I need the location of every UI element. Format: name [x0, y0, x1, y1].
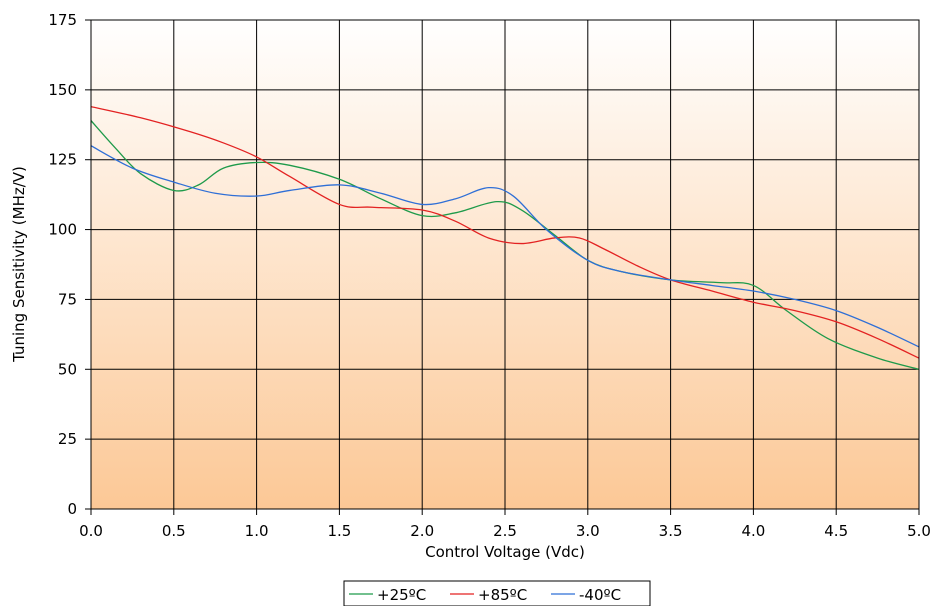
- legend-label-2: +85ºC: [478, 586, 527, 604]
- x-axis-title: Control Voltage (Vdc): [425, 543, 585, 561]
- x-tick-label: 5.0: [907, 522, 931, 540]
- series-line-3: [91, 145, 919, 348]
- y-tick-label: 0: [67, 500, 77, 518]
- x-tick-labels: 0.0 0.5 1.0 1.5 2.0 2.5 3.0 3.5 4.0 4.5 5.0: [79, 509, 931, 540]
- x-tick-label: 1.0: [245, 522, 269, 540]
- legend-label-3: -40ºC: [579, 586, 621, 604]
- y-tick-label: 75: [58, 290, 77, 308]
- legend: +25ºC +85ºC -40ºC: [343, 580, 651, 606]
- y-tick-label: 50: [58, 360, 77, 378]
- series-line-1: [91, 120, 919, 370]
- legend-box: [343, 580, 651, 606]
- y-tick-label: 125: [48, 151, 77, 169]
- x-tick-label: 1.5: [327, 522, 351, 540]
- x-tick-label: 2.0: [410, 522, 434, 540]
- legend-label-1: +25ºC: [377, 586, 426, 604]
- x-tick-label: 0.0: [79, 522, 103, 540]
- series-line-2: [91, 105, 919, 359]
- x-tick-label: 3.5: [659, 522, 683, 540]
- y-tick-label: 100: [48, 221, 77, 239]
- x-tick-label: 2.5: [493, 522, 517, 540]
- x-tick-label: 3.0: [576, 522, 600, 540]
- x-tick-label: 4.0: [741, 522, 765, 540]
- x-tick-label: 0.5: [162, 522, 186, 540]
- y-axis-title: Tuning Sensitivity (MHz/V): [10, 166, 28, 363]
- series-layer: [91, 105, 919, 370]
- y-tick-label: 25: [58, 430, 77, 448]
- x-tick-label: 4.5: [824, 522, 848, 540]
- y-tick-label: 175: [48, 11, 77, 29]
- y-tick-labels: 0 25 50 75 100 125 150 175: [48, 11, 91, 518]
- y-tick-label: 150: [48, 81, 77, 99]
